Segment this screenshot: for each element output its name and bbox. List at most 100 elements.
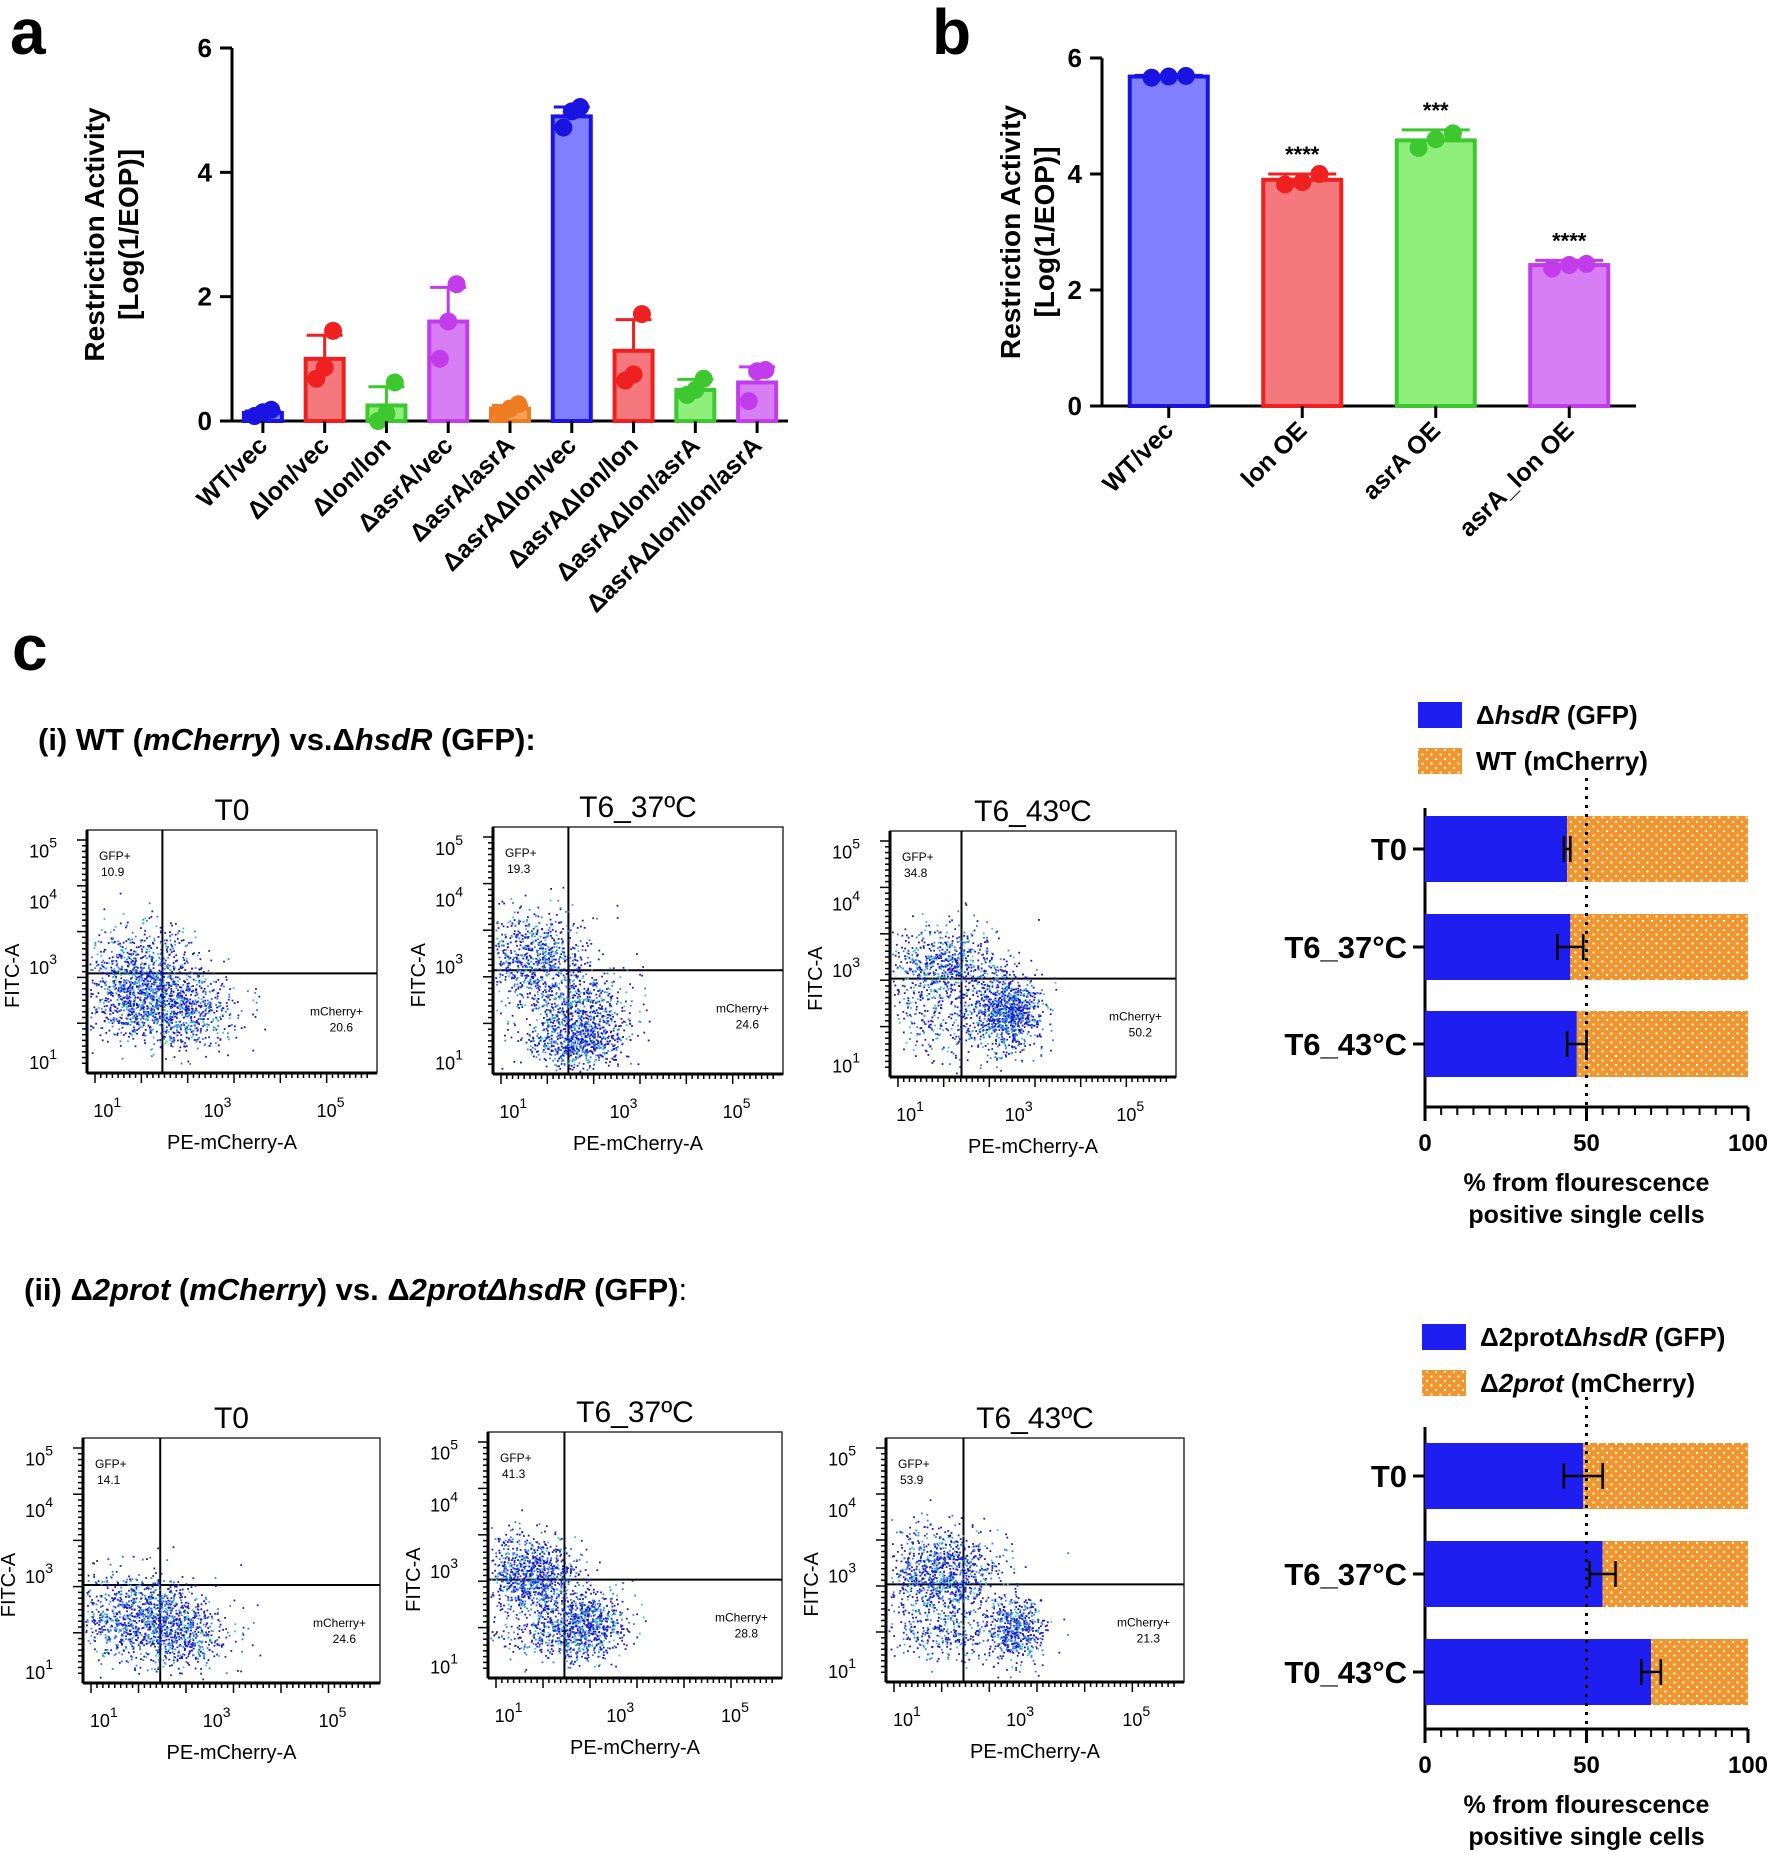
event-dot bbox=[100, 1027, 102, 1029]
event-dot bbox=[195, 979, 197, 982]
flow-y-axis-title: FITC-A bbox=[805, 946, 827, 1011]
event-dot bbox=[152, 942, 155, 945]
event-dot bbox=[554, 1014, 557, 1016]
event-dot bbox=[125, 1003, 128, 1006]
event-dot bbox=[551, 1044, 553, 1047]
event-dot bbox=[212, 1019, 215, 1022]
event-dot bbox=[519, 954, 522, 956]
event-dot bbox=[600, 1046, 602, 1049]
event-dot bbox=[148, 955, 151, 958]
event-dot bbox=[589, 1034, 592, 1037]
event-dot bbox=[179, 1000, 182, 1003]
event-dot bbox=[137, 988, 140, 990]
event-dot bbox=[148, 1014, 151, 1016]
event-dot bbox=[157, 936, 160, 938]
event-dot bbox=[199, 1041, 201, 1043]
event-dot bbox=[597, 1036, 600, 1038]
event-dot bbox=[144, 994, 147, 996]
event-dot bbox=[999, 1008, 1002, 1011]
event-dot bbox=[894, 1005, 896, 1007]
event-dot bbox=[179, 1008, 182, 1010]
event-dot bbox=[923, 974, 926, 977]
event-dot bbox=[153, 1006, 156, 1008]
event-dot bbox=[141, 989, 144, 992]
event-dot bbox=[919, 946, 922, 949]
event-dot bbox=[563, 951, 566, 954]
event-dot bbox=[115, 964, 118, 967]
event-dot bbox=[543, 1058, 546, 1060]
event-dot bbox=[569, 1053, 571, 1055]
event-dot bbox=[577, 1048, 580, 1051]
event-dot bbox=[206, 1026, 209, 1028]
event-dot bbox=[612, 1037, 615, 1040]
event-dot bbox=[575, 1052, 578, 1055]
event-dot bbox=[513, 977, 515, 979]
event-dot bbox=[982, 981, 985, 983]
event-dot bbox=[496, 921, 499, 923]
event-dot bbox=[166, 976, 169, 979]
event-dot bbox=[545, 1059, 547, 1062]
event-dot bbox=[495, 929, 498, 932]
event-dot bbox=[556, 1032, 559, 1035]
event-dot bbox=[606, 1036, 609, 1039]
event-dot bbox=[166, 1003, 169, 1006]
event-dot bbox=[113, 970, 116, 972]
event-dot bbox=[981, 1011, 984, 1013]
event-dot bbox=[564, 1030, 567, 1033]
event-dot bbox=[550, 888, 552, 890]
event-dot bbox=[182, 1022, 185, 1024]
event-dot bbox=[617, 1065, 619, 1067]
event-dot bbox=[542, 1024, 544, 1027]
event-dot bbox=[204, 999, 207, 1002]
event-dot bbox=[152, 998, 154, 1001]
event-dot bbox=[119, 1040, 122, 1043]
event-dot bbox=[163, 1000, 166, 1002]
event-dot bbox=[169, 1012, 172, 1015]
event-dot bbox=[178, 968, 180, 971]
event-dot bbox=[583, 1024, 586, 1026]
event-dot bbox=[152, 967, 155, 970]
event-dot bbox=[534, 969, 537, 971]
event-dot bbox=[574, 1022, 576, 1024]
event-dot bbox=[918, 969, 921, 972]
event-dot bbox=[107, 962, 110, 964]
event-dot bbox=[615, 1059, 618, 1061]
event-dot bbox=[196, 1038, 199, 1041]
event-dot bbox=[558, 946, 561, 949]
event-dot bbox=[209, 983, 212, 985]
event-dot bbox=[567, 910, 569, 913]
event-dot bbox=[547, 985, 550, 988]
event-dot bbox=[593, 1017, 595, 1020]
event-dot bbox=[170, 1035, 172, 1038]
event-dot bbox=[961, 953, 964, 955]
event-dot bbox=[968, 982, 970, 985]
event-dot bbox=[134, 935, 137, 938]
event-dot bbox=[566, 996, 568, 999]
event-dot bbox=[153, 1011, 156, 1014]
event-dot bbox=[986, 950, 989, 953]
event-dot bbox=[146, 1007, 149, 1009]
event-dot bbox=[180, 1000, 183, 1002]
event-dot bbox=[193, 1039, 196, 1041]
event-dot bbox=[501, 1067, 504, 1070]
flow-x-tick-label: 103 bbox=[204, 1094, 232, 1121]
event-dot bbox=[608, 1010, 611, 1013]
event-dot bbox=[596, 1001, 599, 1003]
event-dot bbox=[133, 993, 136, 995]
event-dot bbox=[144, 983, 146, 986]
event-dot bbox=[592, 1045, 595, 1048]
event-dot bbox=[904, 978, 907, 981]
event-dot bbox=[517, 921, 520, 924]
event-dot bbox=[1003, 1008, 1006, 1011]
event-dot bbox=[168, 1024, 171, 1027]
event-dot bbox=[217, 979, 220, 981]
event-dot bbox=[597, 990, 600, 992]
event-dot bbox=[509, 937, 512, 939]
event-dot bbox=[593, 1028, 596, 1031]
event-dot bbox=[216, 995, 219, 998]
event-dot bbox=[534, 980, 537, 982]
event-dot bbox=[571, 1068, 574, 1071]
event-dot bbox=[143, 966, 145, 969]
event-dot bbox=[565, 910, 567, 913]
event-dot bbox=[534, 985, 537, 988]
